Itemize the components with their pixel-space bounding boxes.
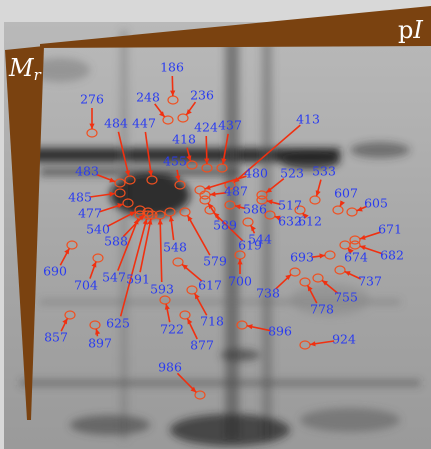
spot-label: 548 xyxy=(163,240,187,255)
spot-label: 455 xyxy=(163,154,187,169)
spot-label: 517 xyxy=(278,198,302,213)
spot-label: 424 xyxy=(194,120,218,135)
spot-label: 671 xyxy=(378,222,402,237)
spot-label: 682 xyxy=(380,248,404,263)
spot-label: 986 xyxy=(158,360,182,375)
gel-image: pI Mr 1862762482364844474184244374134554… xyxy=(0,0,431,449)
spot-label: 483 xyxy=(75,164,99,179)
spot-label: 605 xyxy=(364,196,388,211)
spot-label: 778 xyxy=(310,302,334,317)
spot-label: 485 xyxy=(68,190,92,205)
spot-label: 738 xyxy=(256,286,280,301)
spot-label: 586 xyxy=(243,202,267,217)
spot-label: 619 xyxy=(238,238,262,253)
spot-label: 700 xyxy=(228,274,252,289)
spot-label: 924 xyxy=(332,332,356,347)
spot-label: 897 xyxy=(88,336,112,351)
spot-label: 413 xyxy=(296,112,320,127)
spot-label: 484 xyxy=(104,116,128,131)
spot-label: 588 xyxy=(104,234,128,249)
spot-label: 533 xyxy=(312,164,336,179)
spot-label: 722 xyxy=(160,322,184,337)
spot-label: 276 xyxy=(80,92,104,107)
spot-label: 480 xyxy=(244,166,268,181)
spot-label: 607 xyxy=(334,186,358,201)
spot-label: 523 xyxy=(280,166,304,181)
spot-label: 579 xyxy=(203,254,227,269)
spot-label: 857 xyxy=(44,330,68,345)
spot-label: 625 xyxy=(106,316,130,331)
pi-label: pI xyxy=(398,16,423,44)
spot-label: 487 xyxy=(224,184,248,199)
spot-label: 591 xyxy=(126,272,150,287)
spot-label: 877 xyxy=(190,338,214,353)
spot-label: 418 xyxy=(172,132,196,147)
spot-label: 617 xyxy=(198,278,222,293)
spot-label: 612 xyxy=(298,214,322,229)
spot-label: 186 xyxy=(160,60,184,75)
spot-label: 593 xyxy=(150,282,174,297)
spot-label: 693 xyxy=(290,250,314,265)
spot-label: 547 xyxy=(102,270,126,285)
spot-label: 477 xyxy=(78,206,102,221)
spot-label: 589 xyxy=(213,218,237,233)
spot-label: 236 xyxy=(190,88,214,103)
spot-label: 690 xyxy=(43,264,67,279)
spot-label: 737 xyxy=(358,274,382,289)
spot-label: 674 xyxy=(344,250,368,265)
spot-label: 755 xyxy=(334,290,358,305)
spot-label: 896 xyxy=(268,324,292,339)
spot-label: 248 xyxy=(136,90,160,105)
spot-label: 718 xyxy=(200,314,224,329)
spot-label: 447 xyxy=(132,116,156,131)
spot-label: 437 xyxy=(218,118,242,133)
spot-label: 704 xyxy=(74,278,98,293)
